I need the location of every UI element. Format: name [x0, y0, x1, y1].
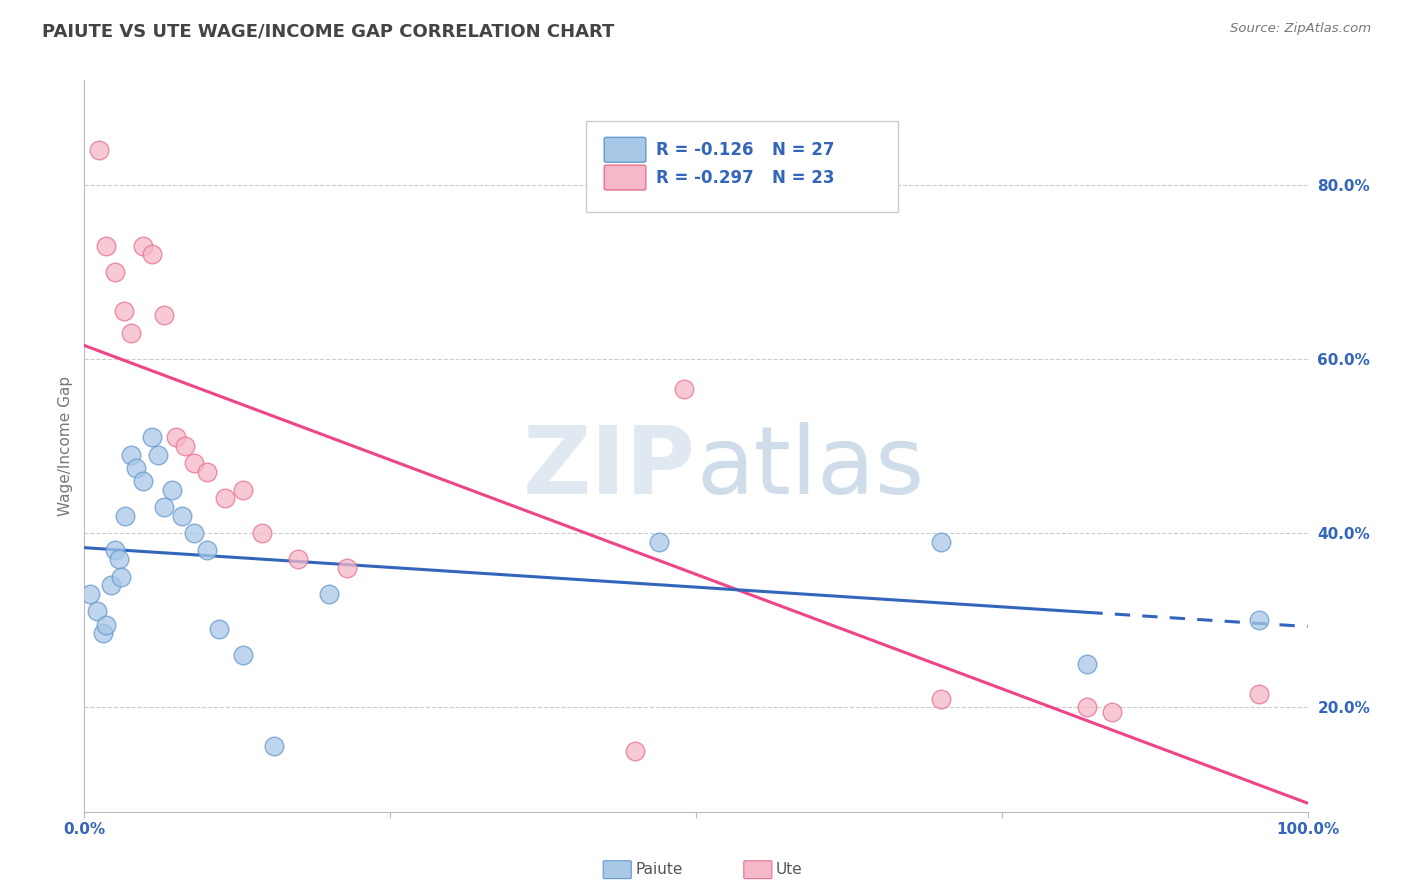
Text: N = 23: N = 23	[772, 169, 834, 186]
Point	[112, 304, 135, 318]
Point	[929, 691, 952, 706]
Point	[120, 448, 142, 462]
Point	[141, 247, 163, 261]
Point	[929, 534, 952, 549]
Point	[250, 526, 273, 541]
Point	[79, 587, 101, 601]
Point	[183, 526, 205, 541]
Point	[172, 508, 194, 523]
Point	[1076, 700, 1098, 714]
Point	[110, 569, 132, 583]
Point	[214, 491, 236, 506]
Point	[86, 604, 108, 618]
Text: N = 27: N = 27	[772, 141, 834, 159]
Point	[120, 326, 142, 340]
Text: Ute: Ute	[776, 863, 803, 877]
Point	[232, 483, 254, 497]
Point	[114, 508, 136, 523]
Text: Source: ZipAtlas.com: Source: ZipAtlas.com	[1230, 22, 1371, 36]
Point	[1247, 687, 1270, 701]
Y-axis label: Wage/Income Gap: Wage/Income Gap	[58, 376, 73, 516]
Point	[132, 474, 155, 488]
Point	[1076, 657, 1098, 671]
Text: Paiute: Paiute	[636, 863, 683, 877]
Point	[318, 587, 340, 601]
FancyBboxPatch shape	[605, 165, 645, 190]
Point	[1247, 613, 1270, 627]
Point	[104, 265, 127, 279]
Point	[263, 739, 285, 754]
Point	[1101, 705, 1123, 719]
Text: R = -0.297: R = -0.297	[655, 169, 754, 186]
Point	[132, 238, 155, 252]
Point	[195, 543, 218, 558]
Point	[672, 383, 695, 397]
Point	[648, 534, 671, 549]
Point	[173, 439, 195, 453]
Text: R = -0.126: R = -0.126	[655, 141, 754, 159]
Point	[146, 448, 169, 462]
Point	[141, 430, 163, 444]
Point	[162, 483, 184, 497]
Point	[287, 552, 309, 566]
FancyBboxPatch shape	[605, 137, 645, 162]
Point	[125, 460, 148, 475]
Point	[153, 309, 176, 323]
Point	[96, 238, 118, 252]
Point	[336, 561, 359, 575]
FancyBboxPatch shape	[586, 120, 898, 212]
Text: atlas: atlas	[696, 422, 924, 514]
Point	[91, 626, 114, 640]
Text: PAIUTE VS UTE WAGE/INCOME GAP CORRELATION CHART: PAIUTE VS UTE WAGE/INCOME GAP CORRELATIO…	[42, 22, 614, 40]
Point	[96, 617, 118, 632]
Point	[104, 543, 127, 558]
Point	[624, 744, 647, 758]
Point	[153, 500, 176, 514]
Point	[232, 648, 254, 662]
Point	[100, 578, 122, 592]
Point	[183, 457, 205, 471]
Point	[165, 430, 187, 444]
Text: ZIP: ZIP	[523, 422, 696, 514]
Point	[195, 465, 218, 479]
Point	[107, 552, 129, 566]
Point	[208, 622, 231, 636]
Point	[87, 143, 110, 157]
